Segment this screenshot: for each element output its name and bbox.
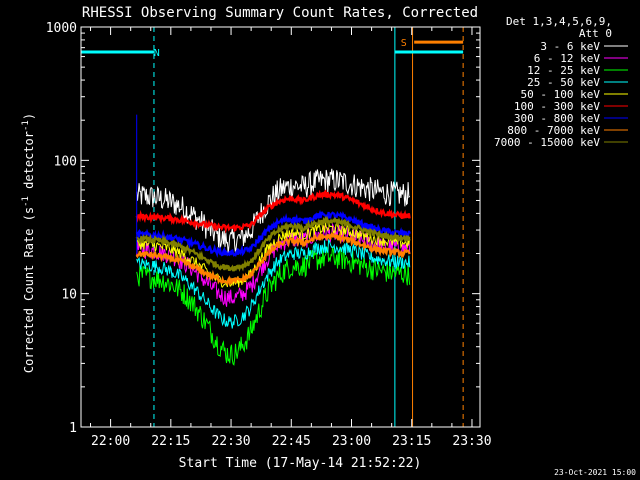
x-tick-label: 22:00 [91, 434, 130, 449]
plot-area: NS [80, 27, 464, 427]
legend-label: 100 - 300 keV [514, 100, 600, 113]
annotation-label: N [154, 48, 160, 59]
y-tick-label: 1 [69, 421, 77, 436]
x-tick-label: 22:45 [272, 434, 311, 449]
legend-label: 800 - 7000 keV [507, 124, 600, 137]
legend-label: 300 - 800 keV [514, 112, 600, 125]
legend-header: Att 0 [579, 27, 612, 40]
annotation-label: S [401, 38, 407, 49]
x-tick-label: 23:15 [392, 434, 431, 449]
plot-frame [80, 26, 481, 428]
x-tick-label: 23:00 [332, 434, 371, 449]
series-line [136, 238, 411, 329]
legend-label: 6 - 12 keV [534, 52, 601, 65]
x-axis-label: Start Time (17-May-14 21:52:22) [179, 456, 422, 471]
chart-title: RHESSI Observing Summary Count Rates, Co… [82, 5, 478, 21]
y-tick-label: 1000 [46, 21, 77, 36]
legend-label: 25 - 50 keV [527, 76, 600, 89]
legend-label: 12 - 25 keV [527, 64, 600, 77]
series-line [135, 215, 411, 272]
series-line [135, 189, 411, 234]
series-line [135, 230, 411, 288]
y-tick-label: 100 [54, 154, 77, 169]
legend-label: 3 - 6 keV [540, 40, 600, 53]
axes: 22:00 22:15 22:30 22:45 23:00 23:15 23:30 1 10 10… [46, 21, 492, 449]
x-tick-label: 22:30 [211, 434, 250, 449]
y-axis-label: Corrected Count Rate (s-1 detector-1) [21, 113, 36, 373]
x-tick-label: 23:30 [452, 434, 491, 449]
series-line [136, 168, 411, 254]
series-line [136, 221, 411, 288]
series-line [135, 209, 411, 258]
legend-label: 50 - 100 keV [521, 88, 601, 101]
footer-date: 23-Oct-2021 15:00 [554, 468, 636, 477]
y-tick-label: 10 [61, 288, 77, 303]
legend-header: Det 1,3,4,5,6,9, [506, 15, 612, 28]
x-tick-label: 22:15 [151, 434, 190, 449]
legend-label: 7000 - 15000 keV [494, 136, 600, 149]
